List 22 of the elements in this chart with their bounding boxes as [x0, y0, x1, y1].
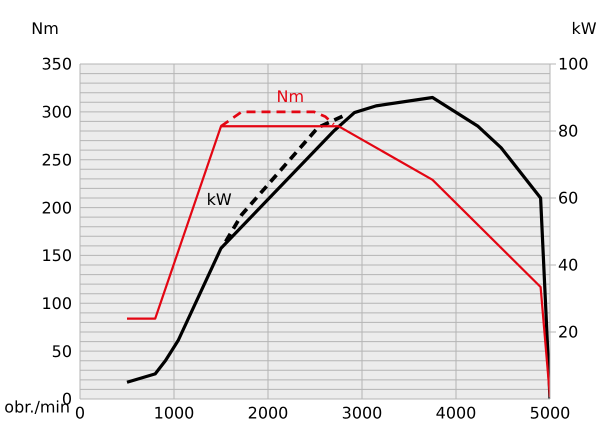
- y2-tick-label: 100: [558, 54, 589, 74]
- y-tick-label: 300: [41, 102, 72, 122]
- y2-tick-label: 80: [558, 122, 578, 141]
- y2-tick-label: 20: [558, 322, 578, 342]
- x-tick-label: 5000: [530, 403, 570, 422]
- series-label: kW: [206, 190, 232, 209]
- series-label: Nm: [276, 86, 304, 106]
- y2-axis-title: kW: [571, 19, 597, 38]
- y-tick-label: 250: [41, 150, 72, 170]
- x-tick-label: 0: [74, 403, 86, 422]
- y-tick-label: 150: [41, 246, 72, 266]
- x-tick-label: 3000: [342, 403, 382, 422]
- x-tick-label: 1000: [154, 403, 194, 422]
- y-axis-title: Nm: [31, 19, 59, 38]
- x-tick-label: 4000: [436, 403, 476, 422]
- y2-tick-label: 40: [558, 256, 578, 275]
- y-tick-label: 100: [41, 294, 72, 313]
- y-tick-label: 350: [41, 54, 72, 74]
- x-tick-label: 2000: [248, 403, 288, 422]
- y-tick-label: 200: [41, 198, 72, 218]
- y2-tick-label: 60: [558, 188, 578, 208]
- y-tick-label: 50: [52, 342, 72, 361]
